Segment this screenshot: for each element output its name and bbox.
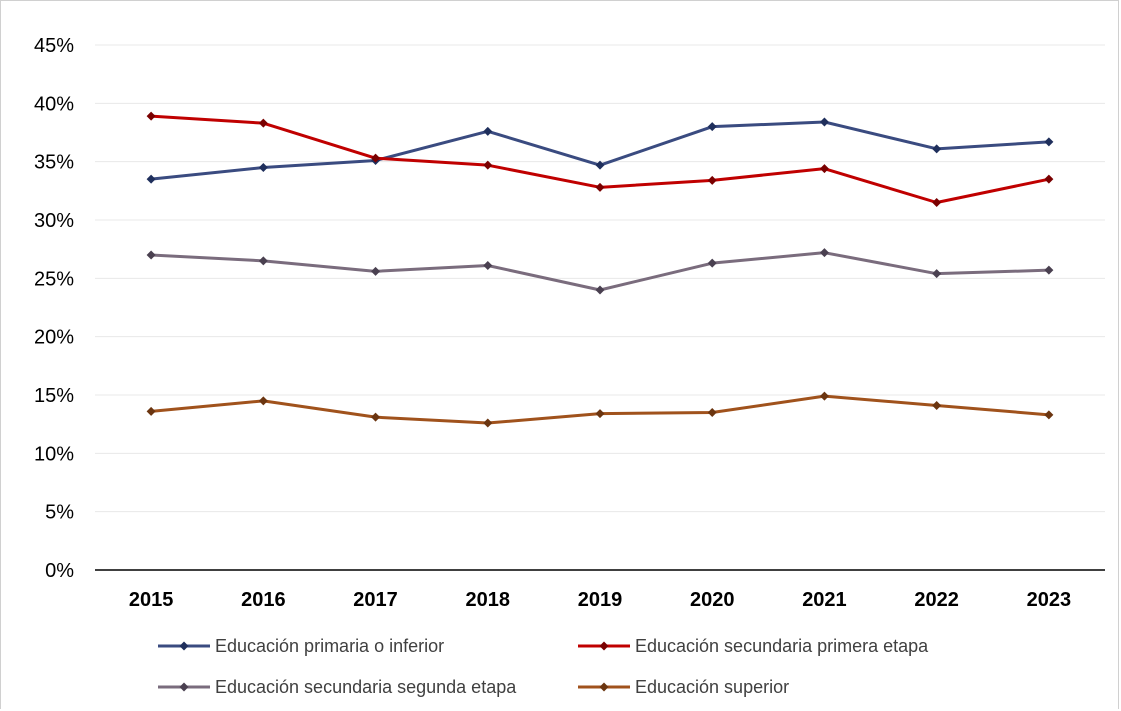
data-point: [483, 160, 493, 170]
data-point: [146, 111, 156, 121]
legend-marker: [179, 641, 189, 651]
x-tick-label: 2017: [353, 589, 398, 611]
y-tick-label: 35%: [34, 152, 74, 174]
data-point: [819, 164, 829, 174]
series-2: [146, 111, 1054, 207]
series-1: [146, 117, 1054, 184]
legend-marker: [179, 682, 189, 692]
data-point: [146, 174, 156, 184]
y-tick-label: 20%: [34, 327, 74, 349]
data-point: [595, 409, 605, 419]
data-point: [483, 126, 493, 136]
x-tick-label: 2016: [241, 589, 286, 611]
x-tick-label: 2023: [1027, 589, 1072, 611]
data-point: [371, 153, 381, 163]
series-4: [146, 391, 1054, 428]
series-line: [151, 251, 1049, 292]
data-point: [146, 406, 156, 416]
data-point: [1044, 265, 1054, 275]
legend-marker: [599, 682, 609, 692]
y-tick-label: 15%: [34, 385, 74, 407]
data-point: [932, 401, 942, 410]
data-point: [371, 266, 381, 276]
legend-label: Educación primaria o inferior: [215, 636, 444, 656]
legend-item: Educación secundaria segunda etapa: [158, 677, 517, 697]
data-point: [258, 163, 268, 172]
series-group: [146, 111, 1054, 428]
data-point: [819, 248, 829, 258]
data-point: [258, 118, 268, 128]
y-tick-label: 10%: [34, 443, 74, 465]
legend-label: Educación secundaria segunda etapa: [215, 677, 517, 697]
x-tick-label: 2018: [466, 589, 511, 611]
data-point: [1044, 174, 1054, 184]
data-point: [819, 391, 829, 401]
data-point: [932, 269, 942, 279]
data-point: [707, 258, 717, 268]
data-point: [146, 250, 156, 260]
data-point: [483, 261, 493, 270]
legend-label: Educación superior: [635, 677, 789, 697]
data-point: [932, 198, 942, 207]
legend-marker: [599, 641, 609, 651]
x-tick-label: 2020: [690, 589, 735, 611]
data-point: [1044, 410, 1054, 420]
data-point: [258, 256, 268, 266]
y-tick-label: 5%: [45, 502, 74, 524]
data-point: [932, 144, 942, 154]
x-axis-ticks: 2015 2016 2017 2018 2019 2020 2021 2022 2023: [129, 589, 1071, 611]
data-point: [707, 122, 717, 132]
legend: Educación primaria o inferior Educación s…: [158, 636, 929, 697]
data-point: [595, 160, 605, 170]
legend-item: Educación primaria o inferior: [158, 636, 444, 656]
y-axis-ticks: 0% 5% 10% 15% 20% 25% 30% 35% 40% 45%: [34, 35, 74, 582]
series-3: [146, 248, 1054, 295]
data-point: [595, 285, 605, 295]
y-tick-label: 0%: [45, 560, 74, 582]
data-point: [1044, 137, 1054, 147]
data-point: [258, 396, 268, 406]
legend-item: Educación superior: [578, 677, 789, 697]
data-point: [483, 418, 493, 428]
y-tick-label: 30%: [34, 210, 74, 232]
legend-item: Educación secundaria primera etapa: [578, 636, 929, 656]
y-tick-label: 45%: [34, 35, 74, 57]
data-point: [707, 408, 717, 417]
gridlines: [95, 44, 1105, 513]
data-point: [707, 175, 717, 185]
y-tick-label: 25%: [34, 268, 74, 290]
data-point: [595, 182, 605, 192]
x-tick-label: 2015: [129, 589, 174, 611]
x-tick-label: 2019: [578, 589, 623, 611]
y-tick-label: 40%: [34, 93, 74, 115]
data-point: [819, 117, 829, 127]
data-point: [371, 412, 381, 422]
legend-label: Educación secundaria primera etapa: [635, 636, 929, 656]
x-tick-label: 2022: [914, 589, 959, 611]
x-tick-label: 2021: [802, 589, 847, 611]
